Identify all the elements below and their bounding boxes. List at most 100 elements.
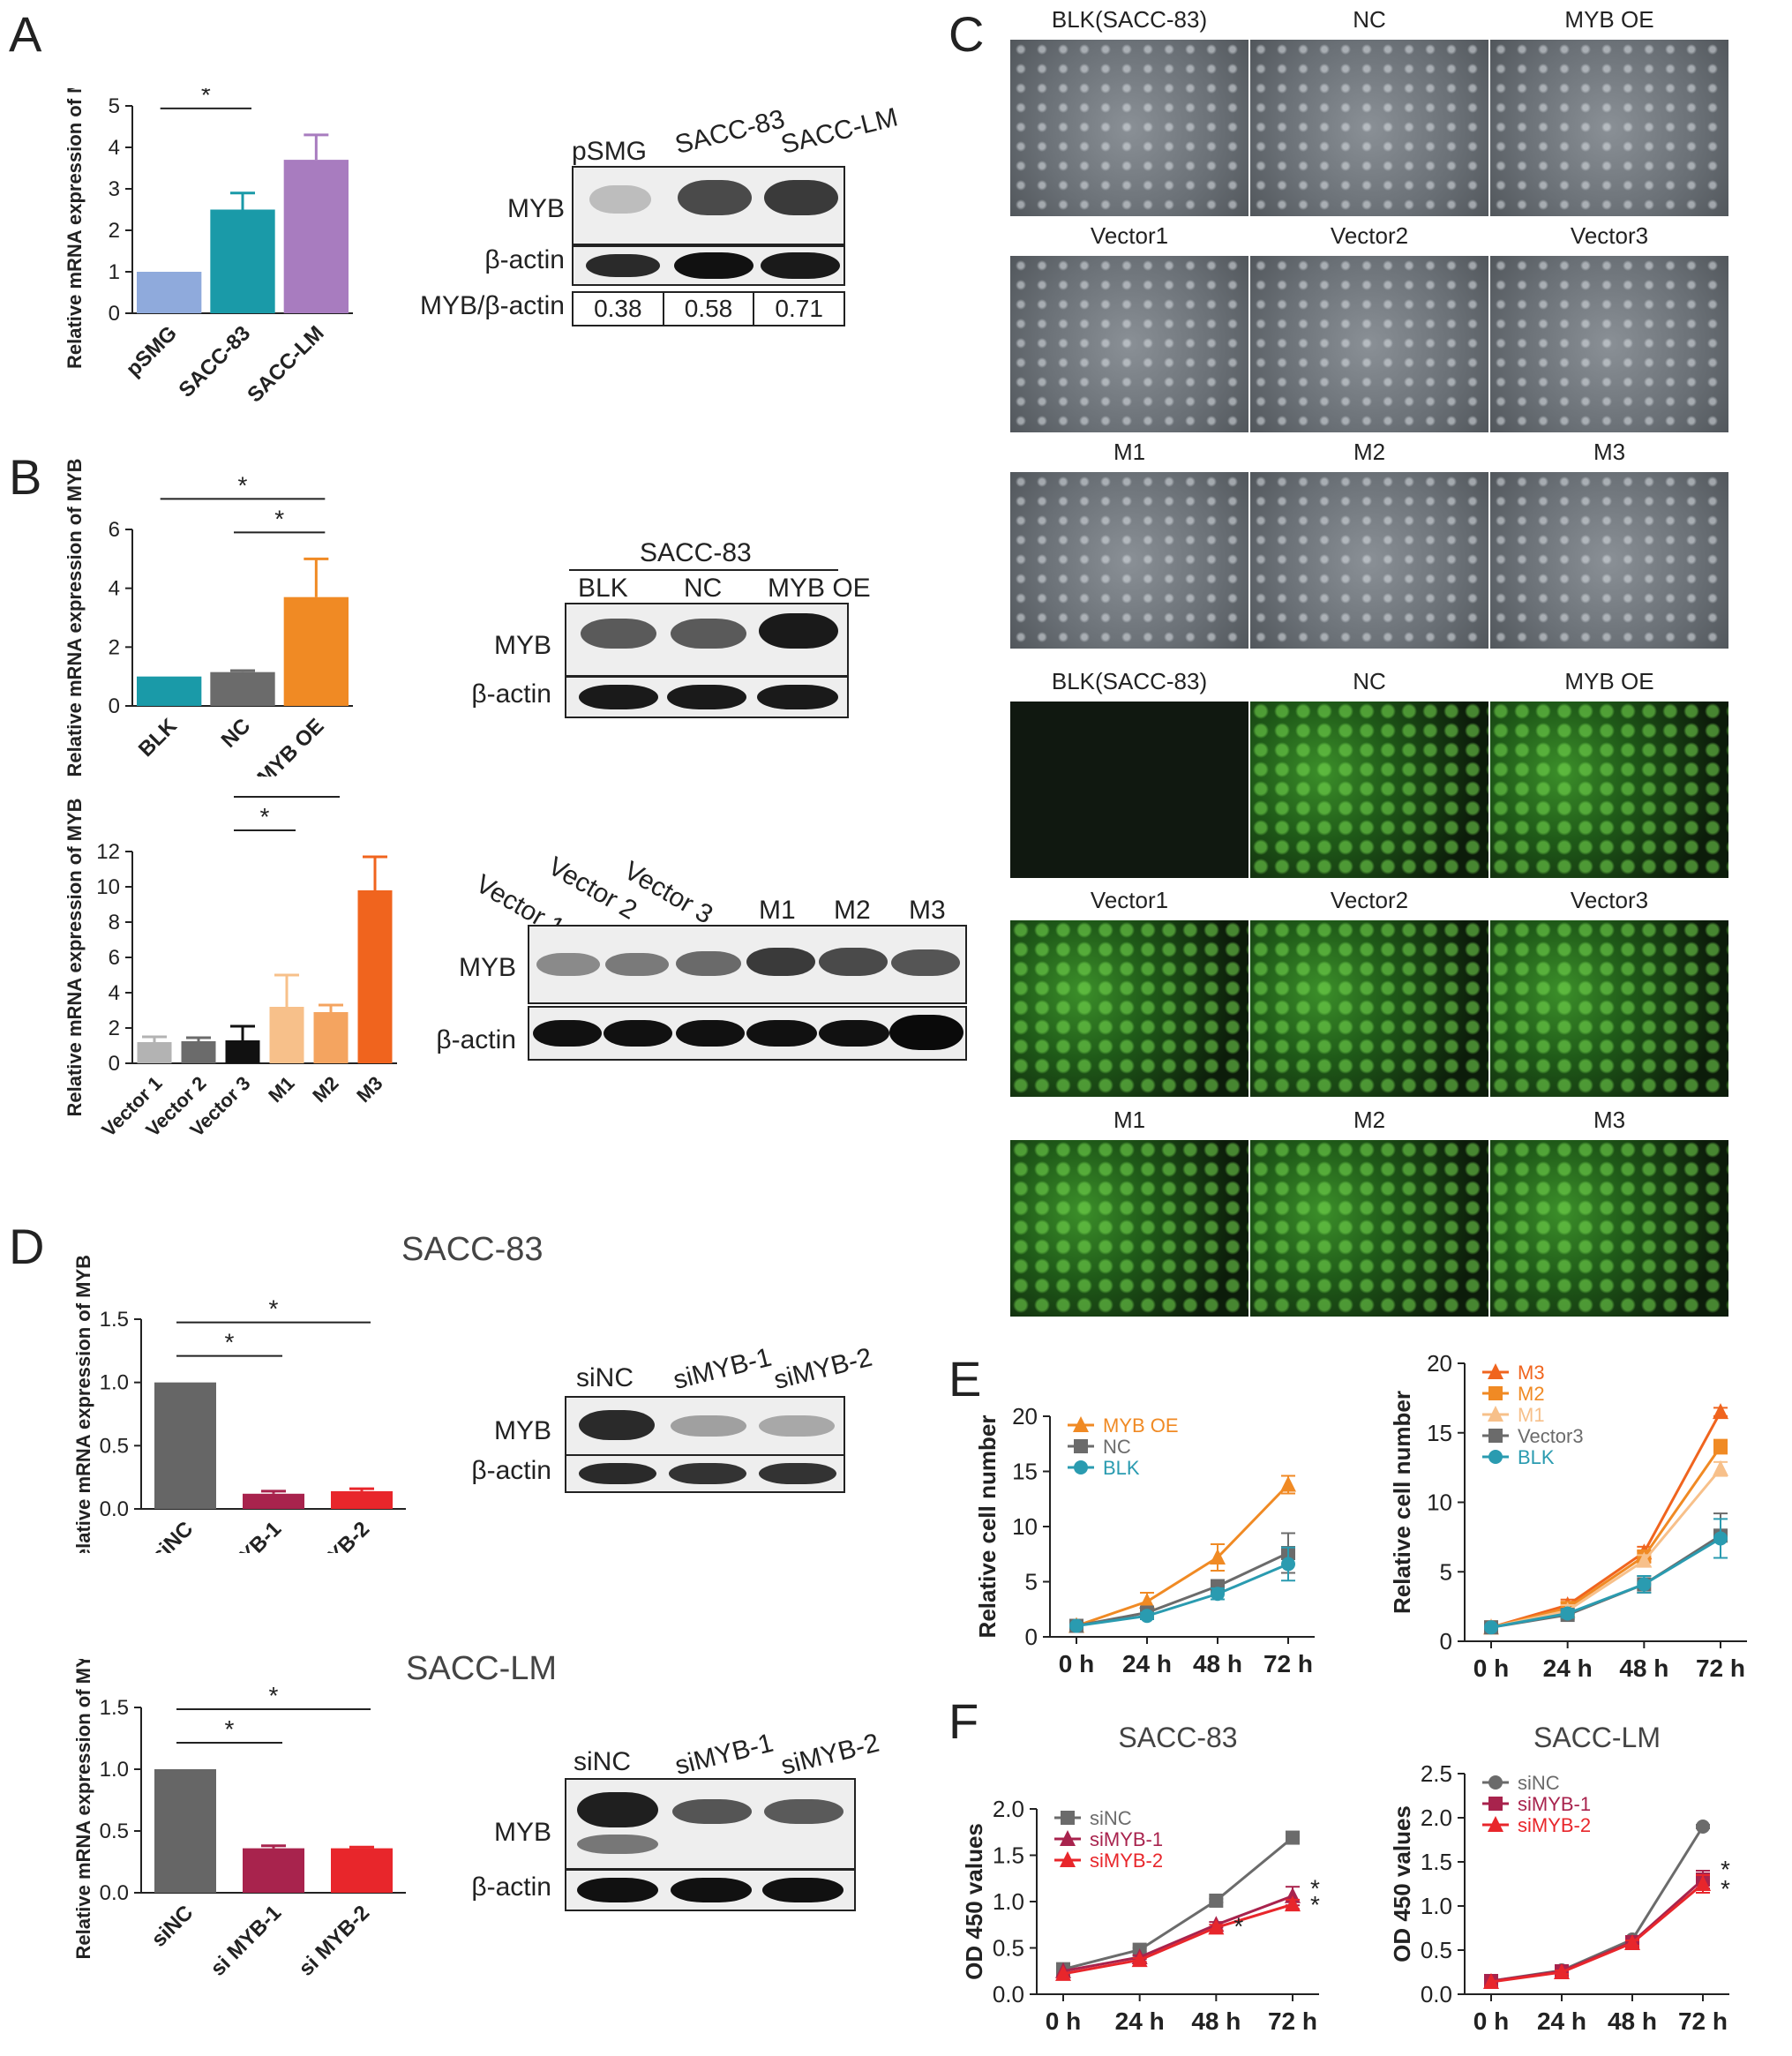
phase-contrast-micrograph xyxy=(1250,472,1488,649)
marker xyxy=(1636,1551,1653,1568)
micrograph-title: M2 xyxy=(1353,1107,1386,1133)
y-tick-label: 1.0 xyxy=(100,1758,129,1782)
x-tick-label: BLK xyxy=(134,714,182,762)
plot-area: 0 2 4 6 Relative mRNA expression of MYB BLK NC… xyxy=(64,459,353,777)
d-title-sacclm: SACC-LM xyxy=(406,1650,558,1687)
micrograph-title: BLK(SACC-83) xyxy=(1051,668,1208,694)
blot-b2-lane-4: M1 xyxy=(759,896,796,925)
series-line xyxy=(1076,1483,1290,1627)
y-tick-label: 5 xyxy=(1025,1569,1038,1595)
y-tick-label: 1.5 xyxy=(993,1842,1024,1869)
marker xyxy=(1210,1549,1226,1565)
blot-d2-myb-label: MYB xyxy=(493,1818,551,1847)
phase-contrast-micrograph xyxy=(1490,256,1728,432)
y-tick-label: 8 xyxy=(109,911,120,934)
marker xyxy=(1139,1593,1155,1609)
x-tick-label: 24 h xyxy=(1537,2007,1586,2035)
y-tick-label: 0.0 xyxy=(100,1881,129,1905)
series xyxy=(1484,1512,1728,1635)
bar xyxy=(357,890,393,1063)
chart-b-bar2: 0 2 4 6 8 10 12 Relative mRNA expression of MYB… xyxy=(64,794,397,1141)
bar xyxy=(331,1848,393,1893)
marker xyxy=(1211,1587,1225,1602)
legend-label: M1 xyxy=(1518,1404,1545,1426)
fluorescence-micrograph xyxy=(1010,702,1248,878)
marker xyxy=(1140,1609,1154,1624)
blot-b1-myb xyxy=(565,603,849,677)
y-tick-label: 10 xyxy=(1012,1513,1038,1540)
marker xyxy=(1488,1429,1503,1443)
micrograph-title: M1 xyxy=(1113,439,1146,465)
marker xyxy=(1713,1439,1728,1454)
chart-b-bar1: 0 2 4 6 Relative mRNA expression of MYB BLK NC… xyxy=(64,459,353,777)
fluorescence-micrograph xyxy=(1490,1140,1728,1317)
blot-d1-myb-label: MYB xyxy=(493,1416,551,1445)
ratio-cell: 0.71 xyxy=(775,295,823,322)
significance-star: * xyxy=(282,794,292,797)
micrograph-title: M3 xyxy=(1593,439,1626,465)
panel-letter-d: D xyxy=(9,1219,45,1274)
blot-b1-group-line xyxy=(569,569,838,571)
y-tick-label: 2.0 xyxy=(993,1796,1024,1822)
micrograph-title: Vector1 xyxy=(1090,887,1169,913)
fluorescence-micrograph xyxy=(1250,1140,1488,1317)
x-tick-label: si MYB-1 xyxy=(206,1517,286,1553)
series-line xyxy=(1490,1882,1704,1984)
y-tick-label: 0.5 xyxy=(1421,1937,1452,1963)
x-tick-label: 0 h xyxy=(1046,2007,1081,2035)
series-line xyxy=(1062,1902,1293,1976)
cell-texture xyxy=(1010,40,1248,216)
x-tick-label: 24 h xyxy=(1122,1650,1172,1677)
x-tick-label: 0 h xyxy=(1059,1650,1094,1677)
bar xyxy=(331,1490,393,1509)
marker xyxy=(1488,1450,1503,1464)
ratio-cell: 0.38 xyxy=(574,293,664,325)
y-tick-label: 6 xyxy=(109,946,120,970)
y-tick-label: 4 xyxy=(109,577,120,601)
phase-contrast-micrograph xyxy=(1010,256,1248,432)
marker xyxy=(1488,1797,1503,1811)
significance-star: * xyxy=(269,1295,279,1323)
bar xyxy=(269,1007,304,1063)
x-tick-label: SACC-LM xyxy=(243,321,328,406)
phase-contrast-micrograph xyxy=(1010,472,1248,649)
marker xyxy=(1488,1816,1503,1832)
y-tick-label: 10 xyxy=(1427,1489,1452,1516)
fluorescence-micrograph xyxy=(1010,1140,1248,1317)
y-axis-label: Relative mRNA expression of MYB xyxy=(64,459,86,777)
marker xyxy=(1060,1830,1076,1846)
blot-b2-myb-label: MYB xyxy=(458,953,516,982)
y-tick-label: 0 xyxy=(109,1052,120,1076)
y-axis-label: Relative mRNA expression of MYB xyxy=(64,798,86,1116)
significance-star: * xyxy=(1721,1875,1730,1902)
blot-d1-myb xyxy=(565,1396,845,1456)
marker xyxy=(1713,1403,1728,1420)
bar xyxy=(225,1040,260,1063)
cell-texture xyxy=(1010,920,1248,1097)
blot-d1-actin xyxy=(565,1454,845,1493)
legend-label: Vector3 xyxy=(1518,1425,1584,1447)
micrograph-title: MYB OE xyxy=(1564,6,1654,33)
blot-b1-lane-2: NC xyxy=(684,574,723,603)
marker xyxy=(1696,1820,1710,1834)
bar xyxy=(154,1769,216,1893)
y-tick-label: 0 xyxy=(1025,1624,1038,1650)
x-tick-label: 0 h xyxy=(1473,1655,1509,1682)
y-tick-label: 5 xyxy=(109,94,120,118)
blot-b2-myb xyxy=(528,925,967,1004)
blot-a-lane-2: SACC-83 xyxy=(671,104,788,161)
series-line xyxy=(1490,1411,1722,1629)
y-tick-label: 20 xyxy=(1012,1403,1038,1429)
micrograph-title: M1 xyxy=(1113,1107,1146,1133)
y-axis-label: Relative cell number xyxy=(1389,1391,1415,1614)
marker xyxy=(1554,1963,1570,1979)
x-tick-label: si MYB-2 xyxy=(294,1901,374,1977)
marker xyxy=(1286,1830,1300,1845)
blot-b2-actin-label: β-actin xyxy=(436,1025,516,1054)
blot-b1-lane-3: MYB OE xyxy=(768,574,871,603)
blot-d2-lane-1: siNC xyxy=(574,1747,631,1776)
blot-b2-lane-3: Vector 3 xyxy=(619,856,718,930)
blot-b2-lane-5: M2 xyxy=(834,896,871,925)
y-tick-label: 2.5 xyxy=(1421,1760,1452,1787)
cell-texture xyxy=(1250,256,1488,432)
